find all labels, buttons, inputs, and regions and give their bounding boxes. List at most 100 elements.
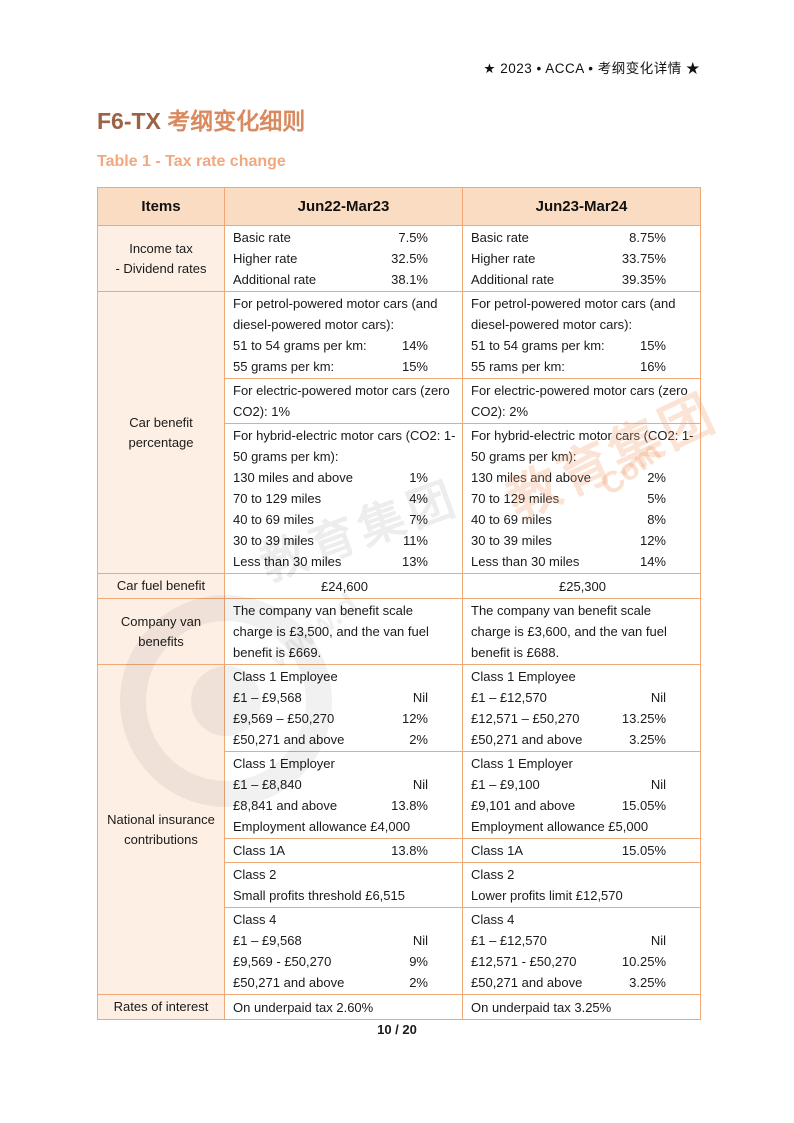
kv-label: £8,841 and above [233,798,338,813]
kv-value: Nil [650,690,666,705]
kv-line: £9,101 and above 15.05% [471,795,694,816]
kv-label: 70 to 129 miles [233,491,322,506]
table-caption: Table 1 - Tax rate change [97,153,286,170]
data-cell: Basic rate 8.75% Higher rate 33.75% Addition… [462,225,701,292]
item-cell: National insurance contributions [97,664,225,995]
kv-value: 15.05% [621,798,666,813]
kv-label: 130 miles and above [471,470,591,485]
kv-line: Less than 30 miles 13% [233,551,456,572]
table-row: Car fuel benefit £24,600 £25,300 [97,573,701,599]
kv-label: Less than 30 miles [233,554,342,569]
text-line: Class 1 Employee [233,669,338,684]
item-cell: Income tax - Dividend rates [97,225,225,292]
text-line: Class 4 [471,912,515,927]
kv-value: 15.05% [621,843,666,858]
kv-line: £50,271 and above 2% [233,972,456,993]
kv-value: 13.25% [621,711,666,726]
kv-label: 51 to 54 grams per km: [233,338,367,353]
table-row: Class 1A 13.8% Class 1A 15.05% [98,838,701,863]
data-cell: Class 1 Employer £1 – £8,840 Nil £8,841 and… [224,751,463,839]
kv-line: 40 to 69 miles 8% [471,509,694,530]
kv-line: £1 – £9,100 Nil [471,774,694,795]
data-cell: Class 4 £1 – £12,570 Nil £12,571 - £50,270 1… [462,907,701,995]
kv-label: Class 1A [233,843,286,858]
kv-line: Higher rate 32.5% [233,248,456,269]
kv-line: 30 to 39 miles 11% [233,530,456,551]
kv-line: 55 rams per km: 16% [471,356,694,377]
table-header-row: Items Jun22-Mar23 Jun23-Mar24 [97,187,701,226]
kv-line: 130 miles and above 1% [233,467,456,488]
kv-label: Basic rate [471,230,529,245]
kv-label: £50,271 and above [471,732,583,747]
kv-value: Nil [412,690,428,705]
data-cell: For petrol-powered motor cars (and diese… [462,291,701,379]
table-row: Class 2 Small profits threshold £6,515 Cla… [98,862,701,908]
data-cell: For hybrid-electric motor cars (CO2: 1-5… [462,423,701,574]
text-line: Class 1 Employer [471,756,573,771]
item-cell: Car benefit percentage [97,291,225,574]
kv-label: Additional rate [233,272,317,287]
kv-line: £50,271 and above 3.25% [471,729,694,750]
kv-line: £50,271 and above 2% [233,729,456,750]
kv-label: 55 grams per km: [233,359,335,374]
table-row: Class 1 Employer £1 – £8,840 Nil £8,841 and… [98,751,701,839]
kv-line: £1 – £9,568 Nil [233,930,456,951]
kv-label: £9,569 – £50,270 [233,711,335,726]
kv-label: £50,271 and above [233,975,345,990]
text-line: The company van benefit scale charge is … [233,603,429,660]
item-cell: Company van benefits [97,598,225,665]
kv-line: Class 1A 15.05% [471,840,694,861]
kv-line: 70 to 129 miles 4% [233,488,456,509]
kv-line: Additional rate 39.35% [471,269,694,290]
kv-line: £50,271 and above 3.25% [471,972,694,993]
text-line: For electric-powered motor cars (zero CO… [471,383,688,419]
tax-rate-table: Items Jun22-Mar23 Jun23-Mar24 Income tax… [97,187,701,1020]
kv-value: 11% [402,533,428,548]
kv-value: 5% [647,491,666,506]
kv-label: 40 to 69 miles [233,512,314,527]
kv-label: £1 – £9,568 [233,690,302,705]
text-line: For hybrid-electric motor cars (CO2: 1-5… [233,428,456,464]
text-line: For petrol-powered motor cars (and diese… [471,296,676,332]
kv-label: £50,271 and above [233,732,345,747]
kv-line: £9,569 – £50,270 12% [233,708,456,729]
text-line: For petrol-powered motor cars (and diese… [233,296,438,332]
kv-line: £12,571 - £50,270 10.25% [471,951,694,972]
table-row: Income tax - Dividend rates Basic rate 7.5… [97,225,701,292]
data-cell: Class 1 Employee £1 – £12,570 Nil £12,571 –… [462,664,701,752]
kv-label: Less than 30 miles [471,554,580,569]
kv-value: Nil [650,777,666,792]
kv-value: 4% [409,491,428,506]
column-header-jun23-mar24: Jun23-Mar24 [462,187,701,226]
kv-value: 14% [639,554,666,569]
kv-value: 12% [639,533,666,548]
data-cell: Class 4 £1 – £9,568 Nil £9,569 - £50,270 9% £… [224,907,463,995]
kv-value: 8.75% [629,230,666,245]
kv-value: Nil [412,933,428,948]
text-line: For electric-powered motor cars (zero CO… [233,383,450,419]
table-row: Class 4 £1 – £9,568 Nil £9,569 - £50,270 9% £… [98,907,701,995]
text-line: Employment allowance £4,000 [233,819,411,834]
kv-label: 51 to 54 grams per km: [471,338,605,353]
data-cell: The company van benefit scale charge is … [462,598,701,665]
kv-line: 55 grams per km: 15% [233,356,456,377]
table-row: Car benefit percentage For petrol-powered… [97,291,701,574]
kv-value: 2% [409,732,428,747]
kv-value: 12% [401,711,428,726]
kv-value: 10.25% [621,954,666,969]
kv-line: £8,841 and above 13.8% [233,795,456,816]
kv-label: Basic rate [233,230,291,245]
kv-value: 9% [409,954,428,969]
page-header-text: ★ 2023 • ACCA • 考纲变化详情 ★ [483,61,700,76]
kv-value: 3.25% [629,732,666,747]
kv-label: Additional rate [471,272,555,287]
data-cell: Basic rate 7.5% Higher rate 32.5% Additional… [224,225,463,292]
kv-value: 1% [409,470,428,485]
kv-label: £50,271 and above [471,975,583,990]
kv-label: 70 to 129 miles [471,491,560,506]
kv-label: £1 – £8,840 [233,777,302,792]
text-line: On underpaid tax 2.60% [233,999,374,1015]
kv-line: 130 miles and above 2% [471,467,694,488]
data-cell: On underpaid tax 2.60% [224,994,463,1020]
